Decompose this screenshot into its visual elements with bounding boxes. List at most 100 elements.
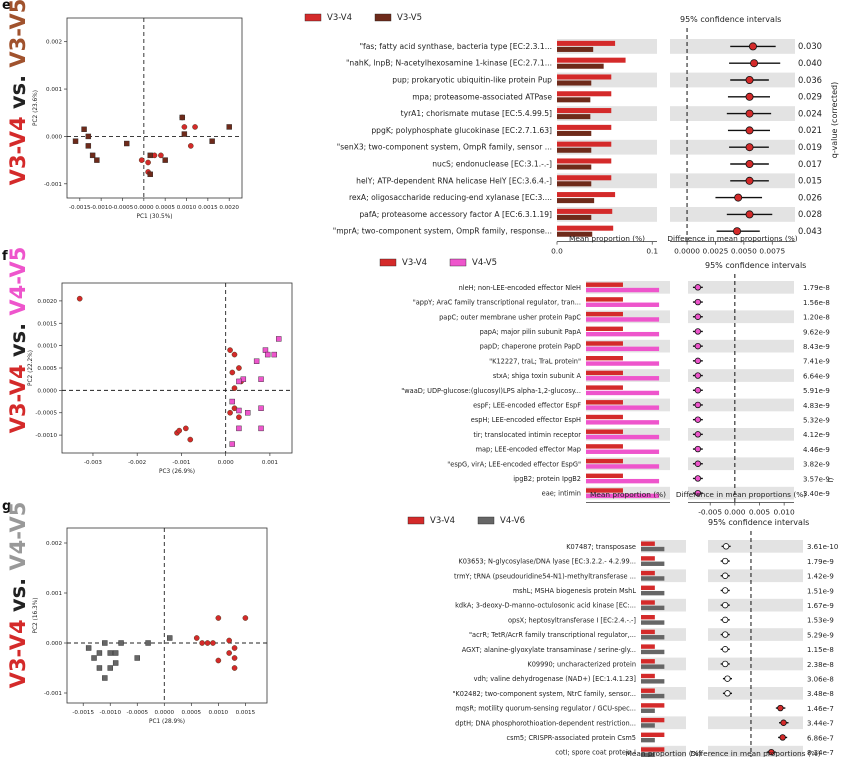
pca-point-circle (215, 657, 222, 664)
pca-ytick-label: -0.001 (44, 691, 62, 697)
ci-point (745, 92, 754, 101)
ci-stripe (688, 457, 794, 471)
bar-group-b (641, 590, 665, 596)
pca-ytick-label: -0.0010 (35, 433, 57, 439)
pca-xlabel: PC1 (30.5%) (136, 214, 172, 220)
bar-group-b (586, 464, 660, 469)
pca-point-square (72, 138, 79, 144)
bar-group-b (586, 493, 660, 499)
feature-label: kdkA; 3-deoxy-D-manno-octulosonic acid k… (455, 602, 636, 610)
ci-point (694, 342, 702, 350)
ci-xtick-label: 0.000 (724, 508, 745, 517)
bar-group-b (557, 147, 592, 153)
ci-point (694, 431, 702, 438)
ci-point (745, 176, 754, 185)
bar-group-a (641, 556, 655, 561)
pca-point-square (96, 650, 103, 656)
pca-point-circle (242, 615, 249, 621)
feature-label: "espG, virA; LEE-encoded effector EspG" (447, 460, 581, 468)
pca-ylabel: PC2 (22.2%) (28, 350, 34, 386)
feature-label: eae; intimin (542, 490, 581, 498)
pca-point-square (147, 152, 153, 159)
panel-g: gV3-V4 vs. V4-V5-0.0015 -0.0010 -0.0005 0.0… (2, 499, 838, 761)
pca-ytick-label: 0.000 (46, 641, 62, 647)
bar-group-b (586, 361, 660, 366)
pca-point-square (181, 131, 188, 137)
pca-xtick-label: 0.0020 (219, 205, 239, 211)
ci-stripe (688, 281, 794, 294)
bar-xlabel: Mean proportion (%) (625, 749, 701, 757)
pca-point-circle (231, 385, 238, 391)
feature-label: "K02482; two-component system, NtrC fami… (452, 690, 636, 698)
pca-point-square (91, 655, 97, 661)
legend-swatch (449, 258, 467, 267)
pca-xtick-label: 0.0010 (177, 205, 197, 211)
legend-label: V3-V4 (430, 516, 455, 526)
feature-label: rexA; oligosaccharide reducing-end xylan… (349, 193, 552, 202)
ci-stripe (708, 745, 803, 759)
bar-group-b (641, 649, 665, 655)
ci-point (768, 748, 775, 756)
feature-label: "K12227, traL; TraL protein" (489, 357, 581, 365)
bar-group-b (557, 130, 592, 136)
pca-point-square (85, 133, 92, 140)
q-value: 4.12e-9 (803, 431, 830, 439)
ci-point (721, 631, 729, 638)
pca-point-square (276, 336, 282, 342)
ci-point (779, 734, 786, 741)
q-value: 5.29e-9 (807, 631, 834, 639)
pca-point-square (102, 640, 108, 646)
bar-group-a (586, 355, 623, 361)
pca-ytick-label: 0.002 (46, 541, 62, 547)
feature-label: papD; chaperone protein PapD (480, 343, 581, 351)
bar-group-b (586, 346, 660, 352)
ci-point (694, 401, 702, 409)
pca-point-circle (229, 369, 236, 376)
pca-point-circle (236, 414, 242, 421)
pca-point-circle (158, 152, 164, 159)
q-value: 0.026 (798, 192, 822, 202)
pca-point-square (271, 351, 278, 358)
feature-label: opsX; heptosyltransferase I [EC:2.4.-.-] (508, 616, 636, 624)
pca-point-circle (227, 409, 233, 416)
ci-stripe (688, 310, 794, 324)
pca-point-square (229, 441, 235, 447)
edge-mark: I) (827, 477, 835, 482)
pca-ylabel: PC2 (23.6%) (33, 90, 39, 126)
ci-point (721, 572, 729, 579)
pca-point-square (262, 347, 269, 353)
comparison-title: V3-V4 vs. V4-V5 (6, 502, 30, 689)
bar-group-a (557, 158, 612, 164)
q-value: 0.040 (798, 58, 822, 68)
q-value: 0.030 (798, 41, 822, 51)
bar-group-a (641, 688, 655, 693)
ci-xtick-label: 0.0075 (759, 247, 785, 256)
bar-group-b (586, 331, 660, 337)
pca-point-circle (181, 124, 188, 130)
bar-group-a (586, 400, 623, 405)
q-value: 1.46e-7 (807, 705, 834, 713)
pca-point-circle (187, 436, 194, 443)
bar-group-a (641, 614, 655, 620)
q-value: 1.15e-8 (807, 646, 834, 654)
bar-group-a (586, 326, 623, 332)
bar-group-a (586, 429, 623, 434)
feature-label: "nahK, lnpB; N-acetylhexosamine 1-kinase… (346, 59, 552, 68)
feature-label: csm5; CRISPR-associated protein Csm5 (506, 734, 636, 742)
comparison-title-part: V3-V4 (6, 364, 30, 433)
feature-label: dptH; DNA phosphorothioation-dependent r… (455, 719, 636, 727)
bar-group-b (586, 434, 660, 440)
bar-group-b (641, 664, 665, 669)
pca-point-square (245, 410, 251, 416)
q-value: 3.82e-9 (803, 461, 830, 469)
feature-label: nucS; endonuclease [EC:3.1.-.-] (432, 160, 552, 169)
ci-stripe (708, 716, 803, 730)
bar-group-b (557, 63, 604, 69)
bar-group-a (641, 541, 655, 546)
bar-group-b (641, 723, 655, 728)
pca-ytick-label: 0.0020 (37, 299, 57, 305)
ci-point (745, 210, 754, 219)
bar-group-b (557, 80, 592, 86)
pca-point-circle (199, 640, 205, 646)
pca-point-square (258, 425, 264, 432)
